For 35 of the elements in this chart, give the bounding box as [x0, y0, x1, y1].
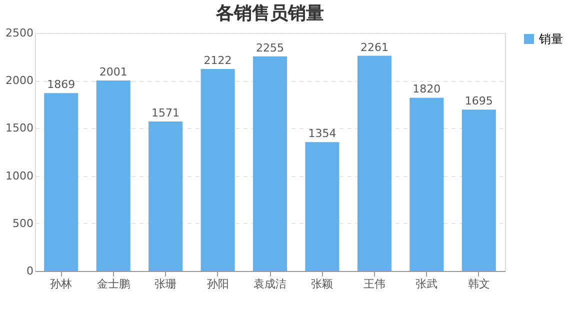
bar	[96, 80, 130, 271]
x-tick-label: 张珊	[154, 278, 177, 290]
y-tick-label: 500	[12, 216, 34, 230]
x-tick-label: 袁成洁	[254, 278, 286, 290]
data-label: 1571	[152, 106, 180, 120]
bar	[200, 68, 235, 271]
bar	[357, 56, 392, 271]
data-label: 1695	[464, 94, 493, 108]
bar	[44, 93, 78, 271]
y-tick-label: 2500	[6, 26, 34, 40]
data-label: 1869	[47, 78, 76, 92]
data-label: 2255	[256, 41, 284, 54]
data-label: 2122	[204, 54, 232, 67]
x-tick-label: 孙林	[50, 278, 72, 290]
x-tick-label: 张颖	[311, 278, 334, 290]
data-label: 2261	[360, 40, 388, 54]
bar	[253, 56, 287, 271]
bar	[462, 110, 496, 271]
legend-label: 销量	[538, 32, 563, 46]
data-label: 1354	[308, 127, 336, 140]
y-tick-label: 1500	[6, 122, 34, 135]
bar	[410, 98, 444, 271]
y-tick-label: 1000	[6, 169, 34, 182]
y-tick-label: 0	[26, 264, 34, 278]
data-label: 1820	[412, 82, 441, 96]
x-tick-label: 张武	[416, 278, 438, 290]
chart-title: 各销售员销量	[215, 3, 324, 24]
x-tick-label: 韩文	[468, 278, 490, 290]
bar	[305, 142, 340, 271]
x-tick-label: 王伟	[363, 278, 386, 290]
x-tick-label: 金士鹏	[96, 278, 130, 290]
bar	[148, 121, 183, 271]
data-label: 2001	[99, 66, 128, 79]
y-tick-label: 2000	[6, 74, 34, 88]
x-tick-label: 孙阳	[206, 278, 229, 290]
